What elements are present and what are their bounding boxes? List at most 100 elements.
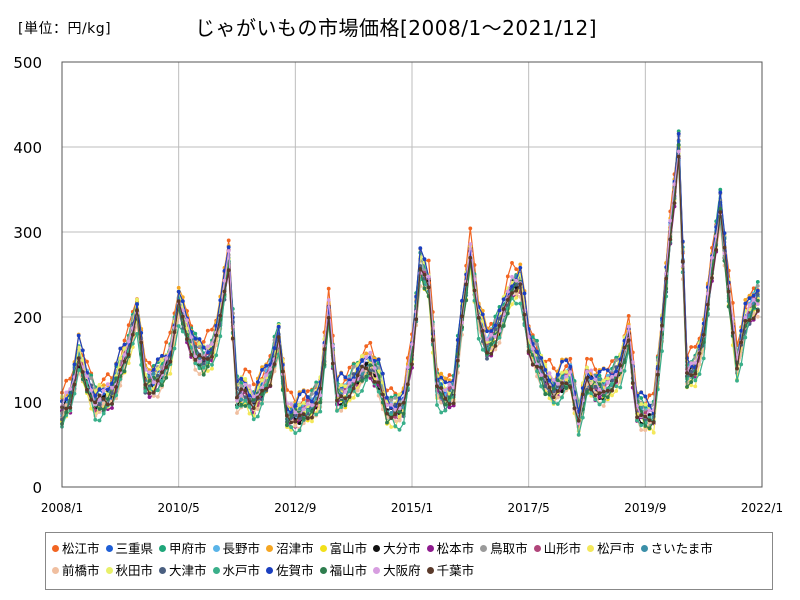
data-point bbox=[97, 407, 102, 411]
data-point bbox=[755, 280, 760, 284]
data-point bbox=[418, 267, 423, 271]
data-point bbox=[130, 332, 135, 337]
data-point bbox=[135, 332, 139, 336]
data-point bbox=[593, 384, 598, 389]
legend-marker-icon bbox=[373, 567, 381, 574]
data-point bbox=[297, 413, 302, 418]
data-point bbox=[576, 421, 581, 426]
data-point bbox=[97, 382, 102, 387]
series-20 bbox=[60, 154, 760, 425]
data-point bbox=[743, 301, 748, 306]
data-point bbox=[101, 411, 106, 416]
data-point bbox=[193, 361, 198, 366]
data-point bbox=[722, 245, 727, 250]
legend-label: 大分市 bbox=[383, 541, 421, 556]
data-point bbox=[547, 357, 552, 362]
data-point bbox=[718, 190, 723, 195]
data-point bbox=[172, 330, 177, 334]
legend-label: 水戸市 bbox=[222, 563, 261, 578]
legend-marker-icon bbox=[105, 545, 113, 552]
data-point bbox=[680, 259, 685, 264]
data-point bbox=[130, 341, 135, 346]
data-point bbox=[260, 368, 264, 372]
data-point bbox=[260, 385, 264, 390]
data-point bbox=[97, 398, 102, 402]
data-point bbox=[360, 358, 364, 362]
data-point bbox=[447, 373, 452, 377]
data-point bbox=[651, 420, 656, 425]
data-point bbox=[364, 366, 369, 371]
data-point bbox=[239, 393, 244, 398]
data-point bbox=[230, 336, 235, 341]
data-point bbox=[401, 411, 406, 416]
data-point bbox=[639, 413, 644, 418]
data-point bbox=[551, 366, 556, 371]
data-point bbox=[226, 245, 231, 250]
data-point bbox=[85, 387, 89, 392]
legend-marker-icon bbox=[159, 545, 167, 552]
data-point bbox=[168, 346, 173, 351]
legend-label: 松戸市 bbox=[597, 541, 635, 556]
data-point bbox=[639, 402, 644, 406]
series-line bbox=[61, 158, 759, 428]
legend-item: 山形市 bbox=[533, 538, 582, 560]
data-point bbox=[597, 377, 602, 382]
data-point bbox=[480, 312, 485, 317]
data-point bbox=[510, 302, 514, 307]
data-point bbox=[393, 412, 398, 417]
data-point bbox=[364, 378, 369, 382]
data-point bbox=[485, 329, 489, 334]
data-point bbox=[501, 297, 506, 302]
data-point bbox=[418, 246, 423, 251]
data-point bbox=[710, 255, 714, 260]
legend-label: 山形市 bbox=[543, 541, 582, 556]
data-point bbox=[164, 375, 169, 380]
data-point bbox=[339, 383, 344, 387]
data-point bbox=[547, 371, 552, 376]
data-point bbox=[685, 385, 689, 389]
data-point bbox=[735, 366, 739, 371]
data-point bbox=[389, 415, 394, 420]
data-point bbox=[347, 365, 352, 370]
legend-item: 甲府市 bbox=[159, 538, 207, 560]
data-point bbox=[264, 386, 269, 391]
data-point bbox=[364, 351, 369, 356]
series-line bbox=[61, 140, 759, 425]
data-point bbox=[360, 375, 364, 380]
data-point bbox=[343, 396, 348, 401]
data-point bbox=[243, 377, 248, 381]
data-point bbox=[493, 334, 498, 339]
data-point bbox=[539, 384, 544, 389]
legend-marker-icon bbox=[480, 545, 488, 552]
data-point bbox=[464, 298, 469, 303]
data-point bbox=[730, 301, 735, 305]
data-point bbox=[64, 410, 69, 415]
data-point bbox=[560, 385, 564, 389]
data-point bbox=[535, 342, 539, 347]
data-point bbox=[526, 334, 531, 339]
data-point bbox=[447, 382, 452, 387]
data-point bbox=[247, 369, 252, 374]
data-point bbox=[189, 352, 194, 357]
data-point bbox=[618, 363, 623, 368]
legend-label: 甲府市 bbox=[169, 541, 207, 556]
data-point bbox=[97, 418, 102, 423]
data-point bbox=[560, 381, 564, 385]
data-point bbox=[672, 201, 677, 206]
legend-item: 大分市 bbox=[373, 538, 421, 560]
data-point bbox=[497, 340, 502, 345]
data-point bbox=[151, 390, 156, 395]
data-point bbox=[622, 345, 627, 350]
data-point bbox=[80, 358, 85, 362]
data-point bbox=[672, 182, 677, 187]
data-point bbox=[726, 289, 731, 294]
legend-item: 佐賀市 bbox=[266, 560, 314, 582]
data-point bbox=[647, 393, 652, 398]
data-point bbox=[676, 143, 681, 147]
data-point bbox=[330, 361, 335, 366]
data-point bbox=[97, 393, 102, 398]
data-point bbox=[368, 350, 373, 355]
legend-marker-icon bbox=[52, 567, 59, 574]
data-point bbox=[439, 375, 444, 380]
data-point bbox=[468, 242, 473, 247]
